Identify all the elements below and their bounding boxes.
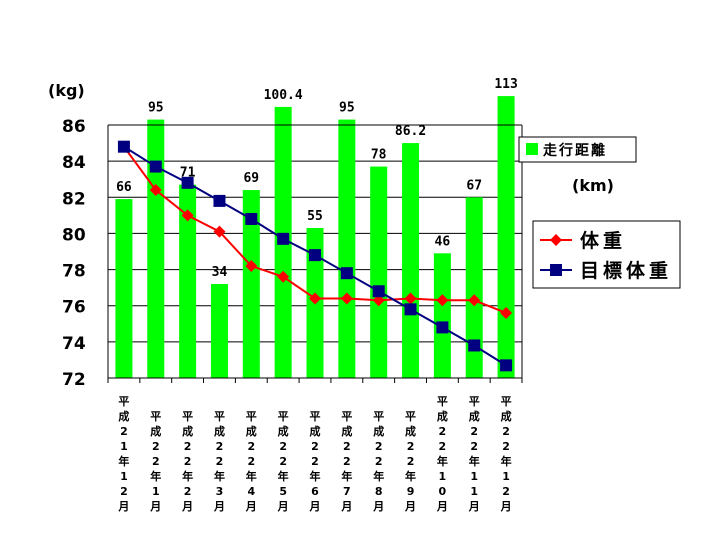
weight-point [245, 259, 258, 272]
bar-data-label: 55 [307, 209, 323, 224]
x-tick-labels: 平成 2 1 年 1 2 月 平成 2 2 年 1 月 平成 2 2 年 2 月 平成 2 2 年 3 月 平成 2 2 年 4 月 平成 2 2… [117, 395, 511, 513]
weight-point [468, 294, 481, 307]
bar-data-label: 113 [494, 77, 517, 92]
target-point [309, 249, 321, 262]
y-axis-unit-left: (kg) [48, 81, 85, 100]
x-tick-label: 平成 2 2 年 1 1 月 [468, 395, 480, 513]
legend-weight-label: 体重 [580, 229, 626, 252]
bar-series [115, 96, 515, 378]
y-tick-label: 78 [62, 262, 86, 282]
bar [402, 143, 420, 378]
bar-data-label: 69 [243, 171, 259, 186]
weight-point [213, 225, 226, 238]
axes [107, 124, 523, 383]
weight-point [404, 292, 417, 305]
x-tick-label: 平成 2 2 年 8 月 [372, 410, 384, 513]
target-point [340, 267, 353, 280]
bar-data-label: 95 [339, 101, 355, 116]
bar [242, 190, 260, 378]
bar-data-label: 34 [212, 265, 228, 280]
bar-data-label: 86.2 [395, 124, 426, 139]
legend-target-marker [550, 264, 562, 276]
line-series [117, 140, 513, 372]
y-tick-label: 74 [62, 334, 86, 354]
target-point [245, 212, 258, 225]
bar [115, 199, 133, 378]
x-tick-label: 平成 2 2 年 3 月 [213, 410, 225, 513]
bar-data-labels: 66 95 71 34 69 100.4 55 95 78 86.2 46 67 113 [116, 77, 518, 280]
x-tick-label: 平成 2 2 年 4 月 [245, 410, 257, 513]
bar-data-label: 100.4 [264, 88, 303, 103]
x-tick-label: 平成 2 2 年 9 月 [404, 410, 416, 513]
target-point [277, 232, 290, 245]
target-point [213, 194, 226, 207]
bar-data-label: 95 [148, 101, 164, 116]
target-point [117, 140, 130, 153]
weight-point [372, 294, 385, 307]
bar [338, 119, 356, 378]
bar-data-label: 67 [466, 178, 482, 193]
y-tick-label: 80 [62, 225, 86, 245]
y-tick-label: 86 [62, 117, 86, 137]
legend-weight-marker [550, 234, 562, 246]
weight-point [277, 270, 290, 283]
x-tick-label: 平成 2 2 年 1 月 [149, 410, 161, 513]
x-tick-label: 平成 2 2 年 1 2 月 [500, 395, 512, 513]
x-tick-label: 平成 2 2 年 7 月 [340, 410, 352, 513]
weight-point [500, 306, 513, 319]
legend-weights: 体重 目標体重 [532, 220, 681, 289]
target-point [500, 359, 513, 372]
x-tick-label: 平成 2 1 年 1 2 月 [117, 395, 129, 513]
bar-data-label: 46 [435, 234, 451, 249]
bar [433, 253, 451, 378]
x-tick-label: 平成 2 2 年 1 0 月 [436, 395, 448, 513]
y-tick-labels: 72 74 76 78 80 82 84 86 [62, 117, 86, 390]
x-tick-label: 平成 2 2 年 6 月 [309, 410, 321, 513]
target-point [372, 285, 385, 298]
target-point [436, 321, 449, 334]
target-point [468, 339, 481, 352]
x-tick-label: 平成 2 2 年 2 月 [181, 410, 193, 513]
weight-point [340, 292, 353, 305]
y-tick-label: 72 [62, 370, 86, 390]
weight-point [436, 294, 449, 307]
target-point [181, 176, 194, 189]
bar [497, 96, 515, 378]
bar [370, 166, 388, 378]
bar [179, 184, 197, 378]
bar [147, 119, 165, 378]
y-tick-label: 84 [62, 153, 86, 173]
legend-bar-swatch [526, 143, 538, 155]
weight-point [309, 292, 321, 305]
legend-distance: 走行距離 [518, 136, 637, 163]
x-tick-label: 平成 2 2 年 5 月 [277, 410, 289, 513]
bar-data-label: 71 [180, 166, 196, 181]
legend-target-label: 目標体重 [580, 259, 672, 282]
bar [210, 284, 228, 378]
bar-data-label: 78 [371, 148, 387, 163]
weight-point [149, 184, 162, 197]
target-point [404, 303, 417, 316]
target-point [149, 160, 162, 173]
legend-distance-label: 走行距離 [543, 142, 607, 159]
y-tick-label: 76 [62, 298, 86, 318]
weight-point [181, 209, 194, 222]
bar [465, 197, 483, 378]
y-axis-unit-right: (km) [572, 176, 614, 195]
y-tick-label: 82 [62, 189, 86, 209]
bar-data-label: 66 [116, 180, 132, 195]
